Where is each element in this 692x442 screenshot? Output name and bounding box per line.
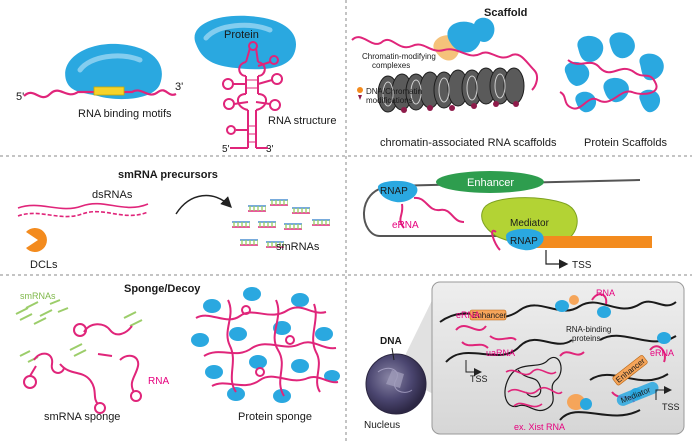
dna-mod-marker-icon: [357, 87, 363, 93]
protein-scaffold-cluster: [564, 32, 664, 113]
dna-label: DNA: [380, 336, 402, 347]
panel-smrna-precursors: smRNA precursors dsRNAs DCLs smRNAs: [17, 169, 330, 271]
panel-nucleus: DNA Nucleus Enhancer Enhancer: [364, 281, 685, 435]
gene-bar: [534, 236, 652, 248]
erna2-strand: [491, 229, 501, 251]
scaffold-protein-top2: [473, 17, 495, 42]
erna-top-label: eRNA: [456, 310, 480, 320]
tss-left-label: TSS: [470, 374, 488, 384]
chromatin-scaffold-caption: chromatin-associated RNA scaffolds: [380, 137, 557, 149]
mediator-pill: [616, 381, 659, 406]
panel-sponge: Sponge/Decoy smRNAs RNA smRNA sponge: [15, 283, 340, 423]
rna-label: RNA: [148, 376, 169, 387]
three-prime-label: 3': [175, 81, 183, 93]
structure-caption: RNA structure: [268, 115, 336, 127]
tss-arrow: [545, 250, 569, 269]
enhancer-block-right: [612, 355, 648, 386]
structure-five-label: 5': [222, 144, 230, 155]
xist-rna-cloud: [504, 357, 562, 412]
enhancer-block-top: [469, 309, 507, 321]
rnap-top: [377, 180, 418, 203]
processing-arrow: [175, 194, 232, 215]
dcl-label: DCLs: [30, 259, 58, 271]
protein-sponge-caption: Protein sponge: [238, 411, 312, 423]
smrna-precursors-title: smRNA precursors: [118, 169, 218, 181]
dna-mod-label-2: modifications: [366, 96, 413, 105]
rnap-bottom: [506, 228, 544, 251]
panel-scaffold: Scaffold: [351, 7, 667, 149]
protein-label: Protein: [224, 29, 259, 41]
smrna-sponge-caption: smRNA sponge: [44, 411, 120, 423]
chromatin-fiber: [377, 67, 525, 113]
panel-rna-binding: 5' 3' RNA binding motifs Protein: [16, 15, 336, 155]
protein-sponge-proteins: [191, 287, 340, 403]
erna-label: eRNA: [392, 220, 419, 231]
nucleus-rna-label: RNA: [596, 288, 615, 298]
dsrna-strand-top: [17, 202, 149, 210]
tss-right-arrow: [655, 386, 672, 400]
rnap-top-label: RNAP: [380, 186, 408, 197]
erna-strand: [413, 196, 465, 223]
smrna-label: smRNAs: [276, 241, 320, 253]
complex-label-2: complexes: [372, 61, 410, 70]
tss-left-arrow: [465, 360, 482, 376]
rnap-bottom-label: RNAP: [510, 236, 538, 247]
mediator-label: Mediator: [510, 218, 550, 229]
scaffold-title: Scaffold: [484, 7, 527, 19]
scaffold-rna: [351, 36, 539, 91]
dna-mod-marker2-icon: [358, 95, 362, 100]
dcl-icon: [26, 228, 47, 253]
protein-scaffold-rna: [559, 59, 658, 110]
enhancer-top-label: Enhancer: [472, 311, 507, 320]
rbp-label-2: proteins: [572, 334, 600, 343]
xist-rna-strands: [505, 368, 563, 408]
binding-motif: [93, 86, 125, 96]
complex-label-1: Chromatin-modifying: [362, 52, 436, 61]
smrnas-label: smRNAs: [20, 291, 56, 301]
erna-right-label: eRNA: [650, 348, 674, 358]
dna-mod-label-1: DNA/Chromatin: [366, 87, 422, 96]
protein-sponge-rnas: [195, 299, 339, 397]
smrna-sponge-rnas: [23, 323, 142, 414]
rbp-label-1: RNA-binding: [566, 325, 611, 334]
sponge-title: Sponge/Decoy: [124, 283, 201, 295]
enhancer-blob: [436, 171, 544, 193]
dsrna-label: dsRNAs: [92, 189, 133, 201]
tss-right-label: TSS: [662, 402, 680, 412]
green-smrnas: [15, 299, 143, 363]
scaffold-protein-top: [447, 21, 482, 53]
smrna-duplexes: [232, 199, 330, 248]
uarna-label: uaRNA: [486, 348, 515, 358]
five-prime-label: 5': [16, 91, 24, 103]
nucleus-label: Nucleus: [364, 420, 400, 431]
enhancer-label: Enhancer: [467, 177, 514, 189]
tss-label: TSS: [572, 260, 592, 271]
structure-three-label: 3': [266, 144, 274, 155]
protein-scaffold-caption: Protein Scaffolds: [584, 137, 667, 149]
rna-structure: [222, 41, 283, 149]
xist-label: ex. Xist RNA: [514, 422, 565, 432]
dsrna-strand-bottom: [17, 210, 149, 218]
panel-enhancer: Enhancer RNAP eRNA Mediator RNAP TSS: [363, 171, 652, 271]
motif-caption: RNA binding motifs: [78, 108, 172, 120]
